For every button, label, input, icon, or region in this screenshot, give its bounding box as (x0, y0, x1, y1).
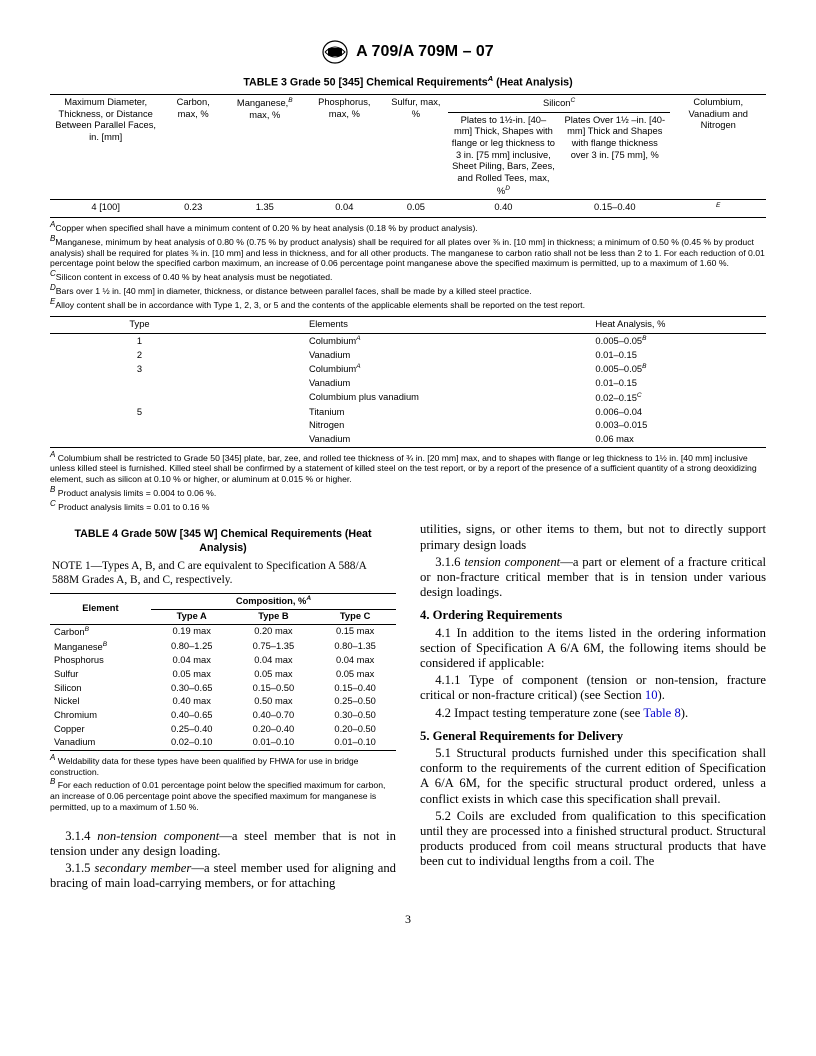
tt-h-heat: Heat Analysis, % (515, 317, 766, 334)
t4-h-elem: Element (50, 594, 151, 624)
t4-row: Nickel0.40 max0.50 max0.25–0.50 (50, 695, 396, 709)
table4-footnotes: A Weldability data for these types have … (50, 753, 396, 813)
t4-row: Copper0.25–0.400.20–0.400.20–0.50 (50, 723, 396, 737)
t3-grp-cvn: Columbium, Vanadium and Nitrogen (670, 94, 766, 199)
p-316: 3.1.6 tension component—a part or elemen… (420, 555, 766, 601)
type-row: Nitrogen0.003–0.015 (50, 419, 766, 433)
p-41: 4.1 In addition to the items listed in t… (420, 626, 766, 672)
t4-h-b: Type B (233, 610, 315, 625)
t3-h3: Manganese,B max, % (225, 94, 305, 199)
p-315: 3.1.5 secondary member—a steel member us… (50, 861, 396, 891)
t3-h1: Maximum Diameter, Thickness, or Distance… (50, 94, 161, 199)
type-row: Vanadium0.06 max (50, 433, 766, 447)
t3-h2: Carbon, max, % (161, 94, 225, 199)
t3-h5: Sulfur, max, % (384, 94, 448, 199)
type-row: Vanadium0.01–0.15 (50, 377, 766, 391)
t4-h-comp: Composition, %A (151, 594, 396, 610)
t4-h-a: Type A (151, 610, 233, 625)
t4-row: ManganeseB0.80–1.250.75–1.350.80–1.35 (50, 640, 396, 655)
table4: Element Composition, %A Type A Type B Ty… (50, 593, 396, 751)
p-314: 3.1.4 non-tension component—a steel memb… (50, 829, 396, 859)
doc-header: A 709/A 709M – 07 (50, 40, 766, 64)
table3-footnotes: ACopper when specified shall have a mini… (50, 220, 766, 310)
table4-note: NOTE 1—Types A, B, and C are equivalent … (52, 559, 394, 587)
astm-logo-icon (322, 40, 348, 64)
t3-h7: Plates Over 1½ –in. [40-mm] Thick and Sh… (559, 112, 670, 200)
type-row: 2Vanadium0.01–0.15 (50, 349, 766, 363)
t3-h4: Phosphorus, max, % (305, 94, 385, 199)
type-row: 5Titanium0.006–0.04 (50, 406, 766, 420)
left-body: 3.1.4 non-tension component—a steel memb… (50, 829, 396, 892)
sect-5: 5. General Requirements for Delivery (420, 729, 766, 744)
p-52: 5.2 Coils are excluded from qualificatio… (420, 809, 766, 870)
table3-title: TABLE 3 Grade 50 [345] Chemical Requirem… (50, 74, 766, 90)
tt-h-type: Type (50, 317, 229, 334)
t4-h-c: Type C (314, 610, 396, 625)
type-row: 3ColumbiumA0.005–0.05B (50, 362, 766, 377)
t4-row: Vanadium0.02–0.100.01–0.100.01–0.10 (50, 736, 396, 750)
t4-row: Phosphorus0.04 max0.04 max0.04 max (50, 654, 396, 668)
t4-row: Sulfur0.05 max0.05 max0.05 max (50, 668, 396, 682)
t4-row: CarbonB0.19 max0.20 max0.15 max (50, 624, 396, 639)
t4-row: Silicon0.30–0.650.15–0.500.15–0.40 (50, 682, 396, 696)
type-row: 1ColumbiumA0.005–0.05B (50, 334, 766, 349)
p-42: 4.2 Impact testing temperature zone (see… (420, 706, 766, 721)
type-table: Type Elements Heat Analysis, % 1Columbiu… (50, 316, 766, 447)
doc-id: A 709/A 709M – 07 (356, 43, 494, 60)
table3: Maximum Diameter, Thickness, or Distance… (50, 94, 766, 218)
tt-h-elem: Elements (229, 317, 515, 334)
t3-h6: Plates to 1½-in. [40–mm] Thick, Shapes w… (448, 112, 559, 200)
t3-data-row: 4 [100] 0.23 1.35 0.04 0.05 0.40 0.15–0.… (50, 200, 766, 218)
p-411: 4.1.1 Type of component (tension or non-… (420, 673, 766, 703)
type-table-footnotes: A Columbium shall be restricted to Grade… (50, 450, 766, 513)
page-number: 3 (50, 912, 766, 927)
p-51: 5.1 Structural products furnished under … (420, 746, 766, 807)
type-row: Columbium plus vanadium0.02–0.15C (50, 391, 766, 406)
table4-title: TABLE 4 Grade 50W [345 W] Chemical Requi… (50, 528, 396, 555)
t3-grp-silicon: SiliconC (448, 94, 671, 112)
right-body: utilities, signs, or other items to them… (420, 522, 766, 893)
sect-4: 4. Ordering Requirements (420, 608, 766, 623)
t4-row: Chromium0.40–0.650.40–0.700.30–0.50 (50, 709, 396, 723)
p-315b: utilities, signs, or other items to them… (420, 522, 766, 552)
